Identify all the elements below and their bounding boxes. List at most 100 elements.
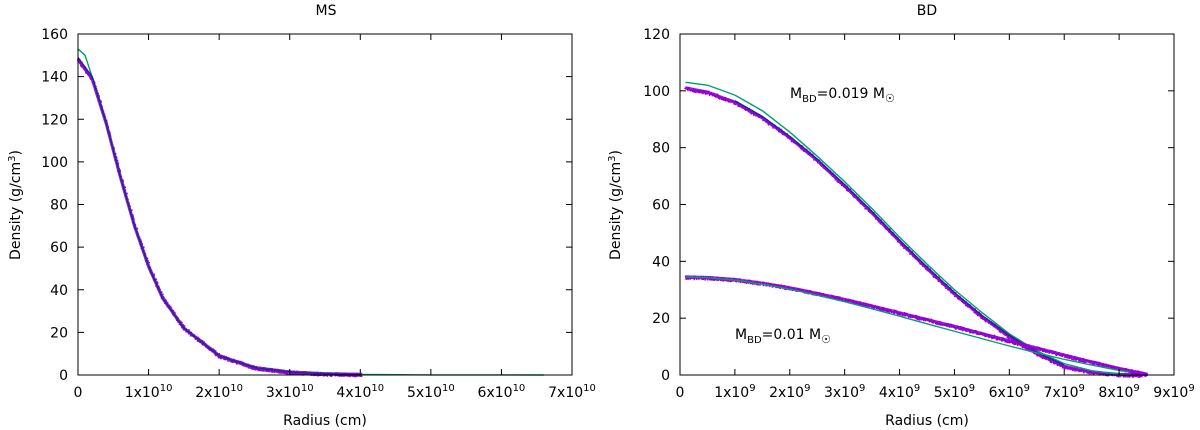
bd-series-3-point xyxy=(965,330,967,332)
bd-series-0-point xyxy=(702,92,704,95)
bd-series-3-point xyxy=(711,278,714,281)
bd-series-0-point xyxy=(772,127,774,129)
bd-series-3-point xyxy=(693,278,696,281)
bd-series-0-point xyxy=(998,331,1001,333)
bd-series-0-point xyxy=(1119,376,1121,378)
ms-ticks: 0 1x1010 2x1010 3x1010 4x1010 5x1010 6x1010 7x1… xyxy=(41,27,596,401)
sun-icon: ☉ xyxy=(821,333,831,346)
bd-series-3-point xyxy=(753,283,755,285)
ms-series-0-point xyxy=(271,371,274,373)
bd-series-0-point xyxy=(1137,376,1139,378)
bd-ytick-label-5: 100 xyxy=(643,84,670,100)
ms-series-0-point xyxy=(122,180,124,182)
bd-series-0-point xyxy=(953,295,956,298)
ms-series-0-point xyxy=(117,159,119,162)
bd-annotation-001: MBD=0.01 M☉ xyxy=(735,327,831,346)
bd-series-0-point xyxy=(718,97,720,100)
bd-series-3-point xyxy=(1082,360,1084,363)
bd-series-0-point xyxy=(727,100,729,103)
ms-series-0-point xyxy=(215,354,217,357)
ms-series-0-point xyxy=(236,363,238,365)
bd-series-3-point xyxy=(726,280,729,282)
bd-series-3-point xyxy=(708,278,711,281)
bd-series-0-band xyxy=(685,86,1142,377)
bd-series-3-point xyxy=(716,279,718,281)
bd-series-3-point xyxy=(785,288,787,291)
bd-series-3-point xyxy=(755,283,758,286)
bd-series-3-point xyxy=(997,338,999,341)
bd-series-3-point xyxy=(893,312,895,315)
bd-series-3-point xyxy=(902,314,904,317)
ms-series-0-point xyxy=(296,373,299,376)
bd-series-0-point xyxy=(1083,372,1085,374)
bd-series-3-point xyxy=(1145,375,1147,377)
bd-series-2-line xyxy=(734,100,1065,366)
bd-series-0-point xyxy=(813,159,815,161)
ms-ytick-label-0: 0 xyxy=(59,368,68,384)
ms-xtick-label-7: 7x1010 xyxy=(548,383,596,401)
bd-series-3-point xyxy=(955,328,957,330)
ms-series-0-point xyxy=(153,273,155,275)
bd-series-3-point xyxy=(901,314,903,317)
bd-series-3-point xyxy=(1006,341,1008,343)
bd-series-0-point xyxy=(694,91,697,93)
bd-series-3-point xyxy=(1016,344,1019,347)
bd-series-3-point xyxy=(899,314,901,316)
ms-series-0-point xyxy=(283,372,285,374)
bd-series-3-point xyxy=(932,322,934,324)
bd-series-3-point xyxy=(881,309,883,312)
ms-ytick-label-4: 80 xyxy=(50,198,68,214)
ms-xtick-label-5: 5x1010 xyxy=(407,383,455,401)
bd-series-3-point xyxy=(1068,357,1071,359)
bd-series-3-point xyxy=(863,305,865,307)
bd-series-0-point xyxy=(985,320,987,323)
bd-series-3-point xyxy=(730,280,733,282)
bd-series-0-point xyxy=(687,89,689,92)
bd-series-3-point xyxy=(779,287,782,289)
bd-series-3-point xyxy=(783,288,786,290)
bd-series-0-point xyxy=(721,98,724,101)
ms-series-1-line xyxy=(77,48,544,376)
bd-series-0-point xyxy=(728,101,731,103)
bd-xtick-label-4: 4x109 xyxy=(879,383,920,401)
bd-series-3-point xyxy=(1071,358,1073,361)
bd-xtick-label-6: 6x109 xyxy=(989,383,1030,401)
bd-series-0-point xyxy=(834,179,837,181)
ms-series-0-point xyxy=(189,335,192,337)
ms-plot-frame xyxy=(77,33,573,376)
bd-series-3-point xyxy=(985,335,987,338)
ms-series-0-point xyxy=(262,370,265,372)
bd-series-3-point xyxy=(709,279,711,281)
bd-series-3-point xyxy=(769,285,771,287)
bd-series-0-point xyxy=(1126,376,1129,378)
bd-series-0-point xyxy=(973,311,975,314)
ms-series-0-point xyxy=(245,366,247,368)
ms-series-0-point xyxy=(268,370,270,373)
bd-series-3-point xyxy=(908,316,910,318)
ms-series-0-point xyxy=(181,321,183,324)
ms-series-0-point xyxy=(322,374,325,377)
sun-icon: ☉ xyxy=(885,92,895,105)
bd-xlabel: Radius (cm) xyxy=(885,413,969,429)
bd-series-0-point xyxy=(1065,367,1067,370)
bd-series-0-point xyxy=(704,93,706,95)
bd-series-3-point xyxy=(775,286,777,289)
bd-series-0-point xyxy=(1128,376,1130,378)
bd-series-0-point xyxy=(723,99,725,101)
ms-series-0-point xyxy=(259,369,262,371)
bd-series-0-point xyxy=(1040,356,1043,359)
bd-series-0-point xyxy=(1117,375,1120,378)
bd-series-0-point xyxy=(976,314,979,317)
ms-series-0-point xyxy=(267,370,269,372)
bd-xtick-label-9: 9x109 xyxy=(1153,383,1194,401)
bd-series-3-point xyxy=(915,318,918,320)
ms-series-0-point xyxy=(232,361,234,363)
bd-series-3-point xyxy=(1103,366,1106,368)
bd-series-3-point xyxy=(1013,343,1015,346)
bd-series-3-point xyxy=(1014,343,1017,346)
ms-series-0-point xyxy=(172,309,175,312)
bd-series-0-point xyxy=(849,188,852,190)
ms-series-0-point xyxy=(227,360,229,362)
ms-series-0-point xyxy=(161,291,163,293)
bd-series-3-point xyxy=(736,281,738,283)
